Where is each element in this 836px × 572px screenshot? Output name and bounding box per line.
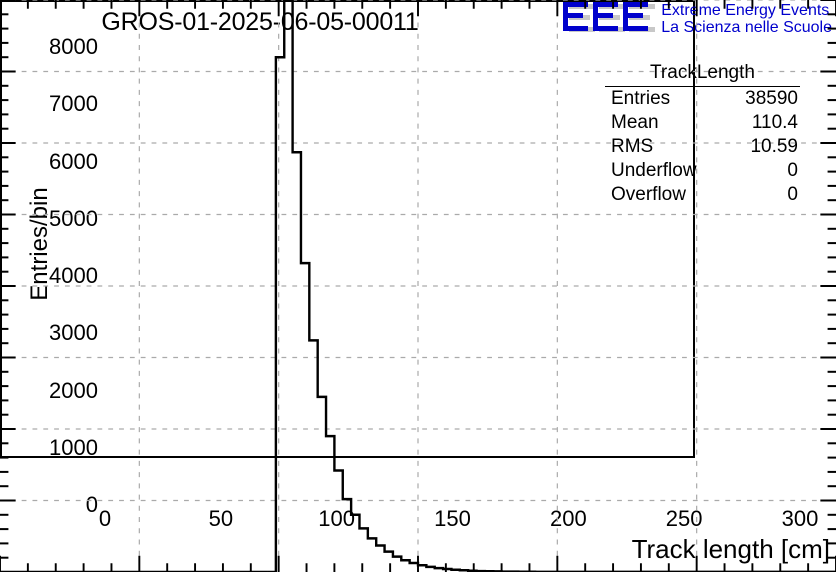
x-tick-label: 0 <box>98 506 112 531</box>
y-tick-label: 0 <box>85 492 98 517</box>
statistics-value: 38590 <box>745 88 798 109</box>
statistics-label: Overflow <box>611 184 686 205</box>
y-tick-label: 6000 <box>49 148 98 174</box>
statistics-title: TrackLength <box>605 62 800 87</box>
statistics-label: RMS <box>611 136 654 157</box>
statistics-row: RMS 10.59 <box>605 135 800 159</box>
y-tick-label: 8000 <box>49 34 98 59</box>
statistics-label: Underflow <box>611 160 697 181</box>
x-tick-label: 50 <box>208 506 234 531</box>
eee-logo-line1: Extreme Energy Events <box>661 2 830 19</box>
statistics-value: 0 <box>787 184 798 205</box>
y-tick-label: 5000 <box>49 205 98 231</box>
statistics-value: 0 <box>787 160 798 181</box>
statistics-row: Underflow 0 <box>605 159 800 183</box>
y-tick-label: 1000 <box>49 434 98 460</box>
statistics-value: 110.4 <box>751 112 798 133</box>
statistics-label: Mean <box>611 112 659 133</box>
x-axis-tick-labels: 0 50 100 150 200 250 300 <box>99 506 818 536</box>
statistics-row: Mean 110.4 <box>605 111 800 135</box>
x-axis-title: Track length [cm] <box>631 534 830 564</box>
statistics-box: TrackLength Entries 38590 Mean 110.4 RMS 10.5… <box>605 62 800 207</box>
x-tick-label: 100 <box>318 506 356 531</box>
y-tick-label: 2000 <box>49 377 98 403</box>
statistics-value: 10.59 <box>750 136 798 157</box>
x-tick-label: 300 <box>781 506 819 531</box>
statistics-rows: Entries 38590 Mean 110.4 RMS 10.59 Underflow 0 O… <box>605 87 800 207</box>
eee-logo: Extreme Energy Events La Scienza nelle S… <box>563 2 832 37</box>
statistics-row: Entries 38590 <box>605 87 800 111</box>
y-axis-tick-labels: 0 1000 2000 3000 4000 5000 6000 7000 8000 <box>0 34 98 517</box>
eee-logo-line2: La Scienza nelle Scuole <box>661 18 832 36</box>
page-title: GROS-01-2025-06-05-00011 <box>101 8 419 36</box>
eee-logo-text: Extreme Energy Events La Scienza nelle S… <box>661 2 832 37</box>
y-tick-label: 7000 <box>49 91 98 117</box>
y-tick-label: 4000 <box>49 263 98 288</box>
y-tick-label: 3000 <box>49 320 98 346</box>
x-tick-label: 150 <box>434 506 471 531</box>
statistics-row: Overflow 0 <box>605 183 800 207</box>
x-tick-label: 200 <box>549 506 587 531</box>
statistics-label: Entries <box>611 88 671 109</box>
